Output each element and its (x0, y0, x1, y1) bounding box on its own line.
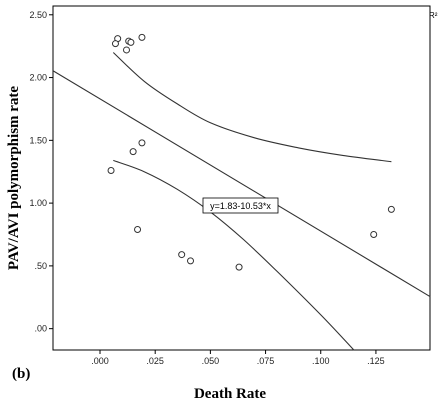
data-point (134, 225, 142, 233)
data-point (107, 166, 115, 174)
x-tick-label: .000 (91, 356, 109, 366)
confidence-upper-curve (112, 52, 392, 163)
equation-label: y=1.83-10.53*x (210, 201, 271, 211)
y-tick-label: 2.00 (29, 73, 47, 83)
equation-box-frame (202, 197, 279, 214)
x-axis-ticks: .000 .025 .050 .075 .100 .125 (91, 350, 385, 366)
y-tick-label: .50 (34, 261, 47, 271)
y-axis-ticks: .00 .50 1.00 1.50 2.00 2.50 (29, 10, 53, 334)
data-point (235, 263, 243, 271)
fit-line (52, 70, 431, 298)
y-tick-label: 2.50 (29, 10, 47, 20)
data-point (127, 38, 135, 46)
y-axis-title: PAV/AVI polymorphism rate (6, 86, 22, 271)
data-point (370, 230, 378, 238)
data-point (138, 33, 146, 41)
x-axis-title: Death Rate (194, 386, 266, 402)
y-tick-label: 1.50 (29, 135, 47, 145)
data-point (178, 251, 186, 259)
data-point (187, 257, 195, 265)
data-point (138, 139, 146, 147)
plot-frame (52, 5, 431, 351)
data-point (111, 40, 119, 48)
data-points (107, 33, 395, 271)
y-tick-label: .00 (34, 324, 47, 334)
x-tick-label: .050 (202, 356, 220, 366)
x-tick-label: .025 (146, 356, 164, 366)
confidence-lower-curve (113, 159, 355, 351)
x-tick-label: .125 (367, 356, 385, 366)
data-point (129, 148, 137, 156)
data-point (387, 205, 395, 213)
x-tick-label: .100 (312, 356, 330, 366)
y-tick-label: 1.00 (29, 198, 47, 208)
x-tick-label: .075 (257, 356, 275, 366)
panel-label: (b) (12, 366, 30, 382)
data-point (123, 46, 131, 54)
equation-box: y=1.83-10.53*x (202, 197, 279, 214)
fit-curves (52, 52, 431, 351)
r-squared-label: R² (429, 11, 438, 20)
